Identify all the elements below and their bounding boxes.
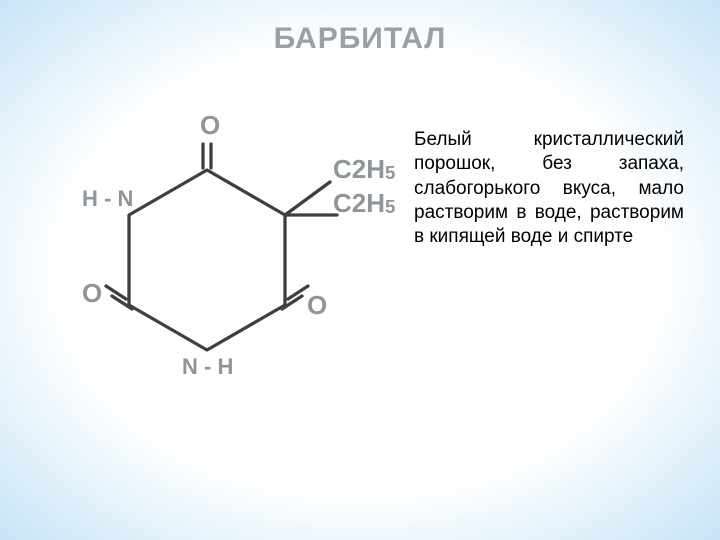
atom-label-O-bl: O [82, 278, 102, 309]
slide: БАРБИТАЛ Белый кристаллический порошок, … [0, 0, 720, 540]
atom-label-C2H5-2: C2H5 [333, 188, 395, 219]
atom-label-C2H5-1: C2H5 [333, 154, 395, 185]
description-text: Белый кристаллический порошок, без запах… [414, 128, 684, 250]
atom-label-NH-bottom: N - H [182, 354, 233, 380]
atom-label-HN-left: H - N [82, 186, 133, 212]
slide-title: БАРБИТАЛ [0, 22, 720, 56]
atom-label-O-top: O [200, 110, 220, 141]
atom-label-O-br: O [307, 290, 327, 321]
